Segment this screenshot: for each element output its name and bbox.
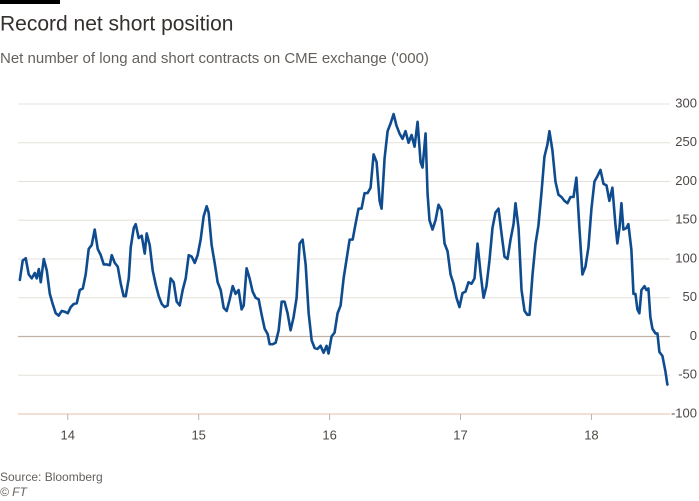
x-tick-label: 15 (191, 427, 205, 442)
chart-subtitle: Net number of long and short contracts o… (0, 50, 429, 67)
y-tick-label: -100 (671, 405, 697, 420)
chart-title: Record net short position (0, 13, 233, 36)
y-tick-label: -50 (678, 367, 697, 382)
x-tick-label: 17 (453, 427, 467, 442)
y-tick-label: 0 (690, 328, 697, 343)
y-tick-label: 100 (675, 250, 697, 265)
y-tick-label: 200 (675, 173, 697, 188)
credit: © FT (0, 485, 29, 499)
data-line (18, 112, 669, 386)
y-tick-label: 300 (675, 95, 697, 110)
x-tick-label: 14 (61, 427, 75, 442)
header-bar (0, 0, 60, 4)
y-tick-label: 50 (683, 289, 697, 304)
y-tick-label: 250 (675, 134, 697, 149)
x-tick-label: 16 (322, 427, 336, 442)
y-tick-label: 150 (675, 212, 697, 227)
x-tick-label: 18 (584, 427, 598, 442)
source: Source: Bloomberg (0, 470, 103, 484)
